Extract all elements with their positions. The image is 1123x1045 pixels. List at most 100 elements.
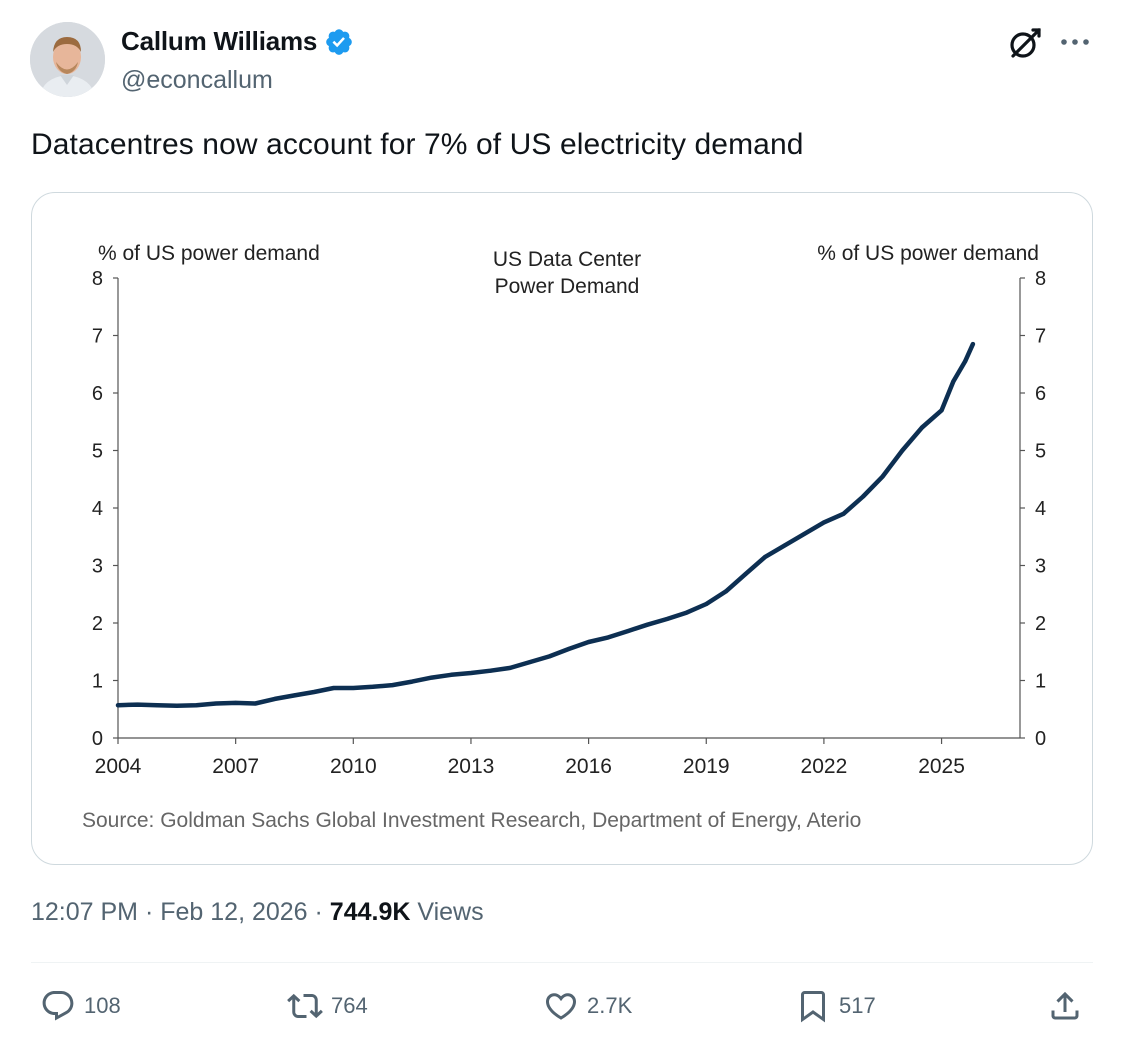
separator: · — [138, 898, 161, 926]
series-point — [821, 520, 826, 525]
handle[interactable]: @econcallum — [121, 66, 273, 94]
series-point — [233, 700, 238, 705]
reply-button[interactable]: 108 — [40, 988, 121, 1024]
profile-photo — [30, 22, 105, 97]
bookmark-button[interactable]: 517 — [795, 988, 876, 1024]
x-tick-label: 2013 — [448, 755, 495, 778]
series-point — [449, 672, 454, 677]
y-tick-label-right: 7 — [1035, 326, 1046, 348]
y-axis-title-right: % of US power demand — [817, 242, 1039, 265]
series-point — [370, 684, 375, 689]
repost-count: 764 — [331, 993, 368, 1018]
series-point — [214, 701, 218, 706]
grok-icon[interactable] — [1006, 24, 1044, 62]
reply-count: 108 — [84, 993, 121, 1018]
series-point — [410, 679, 415, 684]
series-point — [625, 629, 630, 634]
series-point — [547, 654, 552, 659]
like-button[interactable]: 2.7K — [543, 988, 632, 1024]
tweet-date[interactable]: Feb 12, 2026 — [160, 898, 308, 926]
series-point — [939, 408, 944, 413]
x-tick-label: 2004 — [95, 755, 142, 778]
y-tick-label-right: 2 — [1035, 613, 1046, 635]
heart-icon — [545, 993, 577, 1020]
series-point — [782, 543, 787, 548]
bookmark-count: 517 — [839, 993, 876, 1018]
series-point — [253, 701, 258, 706]
verified-badge-icon[interactable] — [324, 27, 354, 57]
series-point — [970, 342, 975, 347]
y-tick-label-left: 6 — [92, 383, 103, 405]
series-point — [508, 665, 513, 670]
tweet-time[interactable]: 12:07 PM — [31, 898, 139, 926]
series-point — [194, 703, 199, 708]
y-tick-label-left: 4 — [92, 498, 103, 520]
x-tick-label: 2010 — [330, 755, 377, 778]
series-point — [763, 554, 768, 559]
y-tick-label-right: 0 — [1035, 728, 1046, 750]
views-label: Views — [410, 898, 484, 926]
y-tick-label-left: 1 — [92, 671, 103, 693]
series-point — [469, 671, 473, 675]
chart-title: Power Demand — [495, 275, 640, 298]
y-tick-label-left: 2 — [92, 613, 103, 635]
x-tick-label: 2007 — [212, 755, 259, 778]
y-tick-label-right: 5 — [1035, 441, 1046, 463]
x-tick-label: 2022 — [801, 755, 848, 778]
series-point — [684, 610, 689, 615]
series-point — [900, 448, 905, 453]
divider — [31, 962, 1093, 963]
series-point — [861, 494, 866, 499]
series-point — [963, 359, 968, 364]
tweet-text: Datacentres now account for 7% of US ele… — [31, 128, 804, 161]
y-tick-label-left: 8 — [92, 268, 103, 290]
series-point — [429, 675, 434, 680]
series-point — [312, 690, 317, 694]
series-point — [488, 668, 493, 673]
avatar[interactable] — [30, 22, 105, 97]
media-card[interactable]: 0 0 1 1 2 2 3 3 4 4 5 5 6 6 7 7 8 8 2004 2007 2010 2013 2016 20… — [31, 192, 1093, 865]
views-count: 744.9K — [329, 898, 411, 926]
series-point — [704, 602, 709, 606]
series-point — [351, 686, 356, 690]
series-point — [606, 635, 611, 640]
share-button[interactable] — [1047, 988, 1083, 1024]
series-point — [802, 531, 807, 536]
series-point — [567, 646, 571, 651]
display-name[interactable]: Callum Williams — [121, 26, 318, 56]
series-point — [951, 379, 956, 384]
chart-source: Source: Goldman Sachs Global Investment … — [82, 809, 861, 832]
y-axis-title-left: % of US power demand — [98, 242, 320, 265]
timestamp-row: 12:07 PM · Feb 12, 2026 · 744.9K Views — [31, 898, 484, 927]
series-point — [880, 474, 885, 479]
series-point — [116, 703, 120, 708]
series-point — [331, 686, 336, 690]
y-tick-label-left: 0 — [92, 728, 103, 750]
y-tick-label-right: 4 — [1035, 498, 1046, 520]
series-point — [527, 660, 532, 665]
series-point — [743, 572, 748, 577]
like-count: 2.7K — [587, 993, 633, 1018]
series-point — [645, 622, 650, 627]
series-point — [390, 683, 395, 688]
series-point — [723, 589, 728, 594]
separator: · — [307, 898, 330, 926]
y-tick-label-left: 7 — [92, 326, 103, 348]
more-icon[interactable] — [1058, 28, 1092, 56]
x-tick-label: 2016 — [565, 755, 612, 778]
series-point — [841, 511, 846, 516]
series-point — [272, 696, 277, 701]
series-line — [115, 341, 976, 709]
y-tick-label-right: 3 — [1035, 556, 1046, 578]
x-tick-label: 2019 — [683, 755, 730, 778]
repost-icon — [287, 993, 323, 1019]
x-tick-label: 2025 — [918, 755, 965, 778]
series-point — [586, 640, 591, 644]
y-tick-label-right: 6 — [1035, 383, 1046, 405]
y-tick-label-right: 8 — [1035, 268, 1046, 290]
repost-button[interactable]: 764 — [287, 988, 368, 1024]
reply-icon — [42, 991, 74, 1021]
series-point — [174, 703, 179, 708]
share-icon — [1051, 991, 1079, 1020]
series-point — [665, 617, 669, 621]
